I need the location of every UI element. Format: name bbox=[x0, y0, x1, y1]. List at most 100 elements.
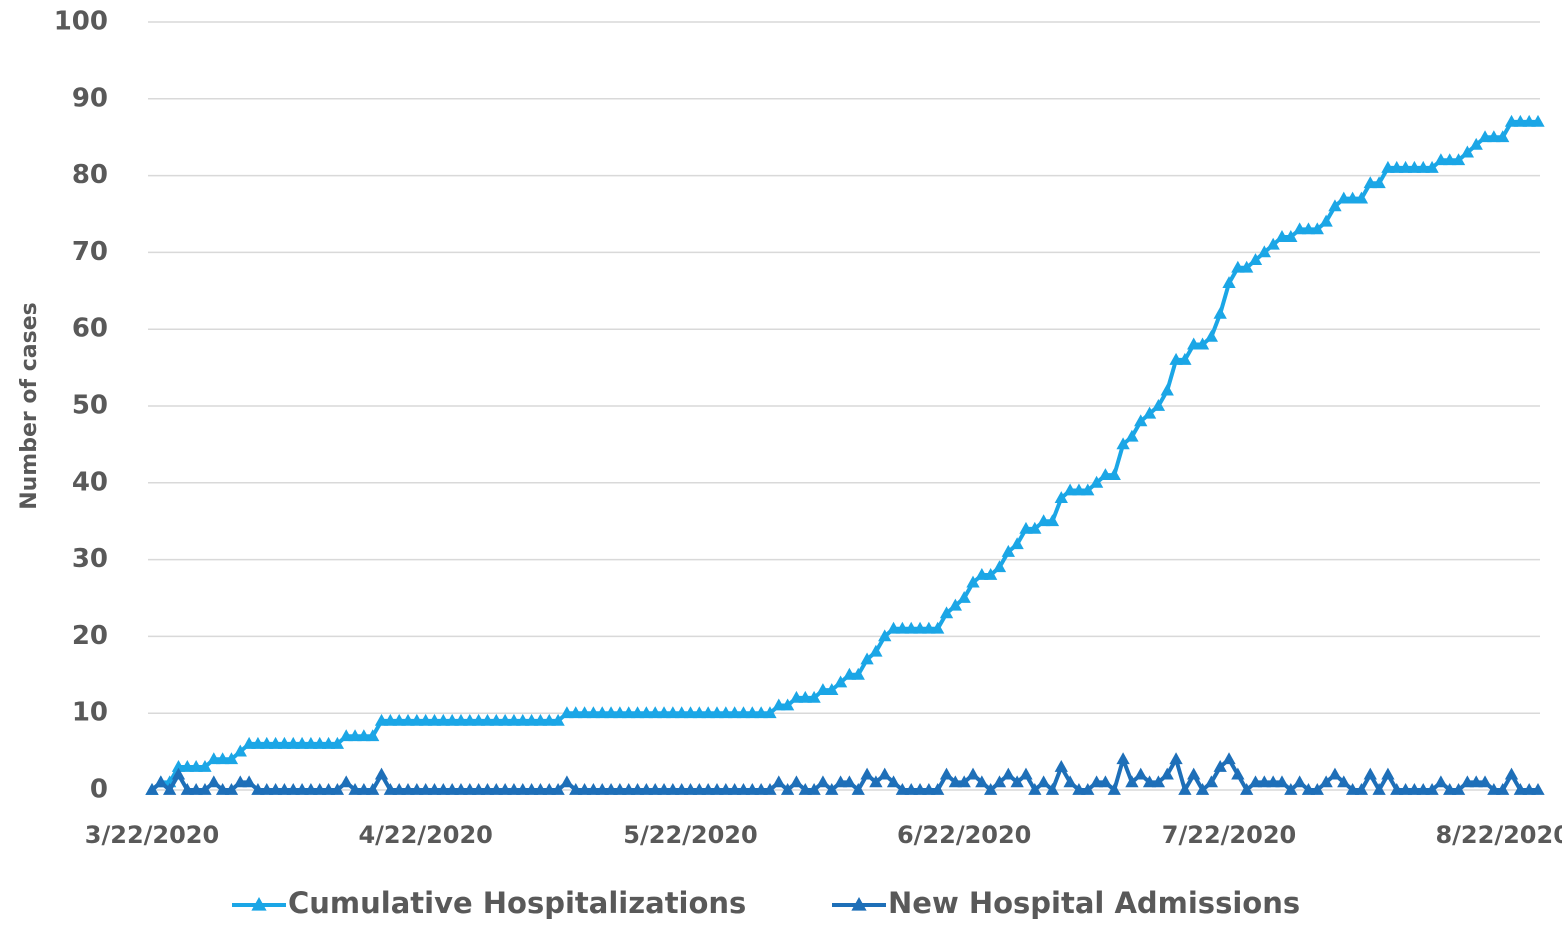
marker bbox=[1390, 160, 1404, 173]
marker bbox=[498, 713, 512, 726]
marker bbox=[683, 783, 698, 795]
marker bbox=[569, 706, 583, 719]
marker bbox=[154, 775, 168, 788]
marker bbox=[436, 783, 450, 795]
marker bbox=[463, 783, 477, 795]
marker bbox=[842, 667, 857, 680]
marker bbox=[710, 783, 724, 795]
marker bbox=[207, 775, 221, 788]
marker bbox=[251, 783, 265, 795]
marker bbox=[931, 621, 945, 634]
marker bbox=[1363, 176, 1377, 189]
y-tick-label: 70 bbox=[72, 237, 108, 267]
marker bbox=[1187, 337, 1201, 350]
marker bbox=[630, 706, 645, 719]
marker bbox=[1098, 775, 1113, 788]
marker bbox=[1072, 483, 1086, 496]
marker bbox=[1231, 767, 1245, 780]
marker bbox=[516, 783, 530, 795]
marker bbox=[622, 706, 636, 719]
marker bbox=[180, 759, 194, 772]
marker bbox=[1195, 337, 1210, 350]
y-tick-label: 100 bbox=[54, 7, 108, 37]
marker bbox=[860, 652, 874, 665]
marker bbox=[763, 706, 777, 719]
marker bbox=[798, 690, 812, 703]
marker bbox=[1187, 767, 1201, 780]
marker bbox=[1443, 153, 1457, 166]
marker bbox=[277, 783, 292, 795]
marker bbox=[772, 698, 786, 711]
marker bbox=[1372, 783, 1386, 795]
marker bbox=[1425, 160, 1439, 173]
marker bbox=[1036, 775, 1051, 788]
marker bbox=[1036, 514, 1051, 527]
marker bbox=[533, 713, 548, 726]
marker bbox=[1222, 752, 1236, 765]
marker bbox=[1310, 222, 1324, 235]
marker bbox=[392, 783, 406, 795]
marker bbox=[507, 713, 521, 726]
marker bbox=[966, 767, 980, 780]
marker bbox=[1231, 260, 1245, 273]
marker bbox=[922, 621, 936, 634]
marker bbox=[1469, 775, 1483, 788]
marker bbox=[1292, 775, 1307, 788]
marker bbox=[1284, 230, 1298, 242]
legend-item: Cumulative Hospitalizations bbox=[232, 886, 746, 920]
marker bbox=[577, 783, 592, 795]
y-tick-label: 80 bbox=[72, 160, 108, 190]
marker bbox=[816, 683, 830, 696]
marker bbox=[1328, 767, 1342, 780]
marker bbox=[789, 775, 804, 788]
marker bbox=[401, 713, 415, 726]
marker bbox=[1204, 775, 1219, 788]
marker bbox=[1248, 253, 1263, 265]
marker bbox=[948, 775, 963, 788]
marker bbox=[348, 783, 362, 795]
marker bbox=[1063, 483, 1077, 496]
marker bbox=[772, 775, 786, 788]
marker bbox=[445, 783, 459, 795]
marker bbox=[780, 783, 795, 795]
marker bbox=[524, 783, 539, 795]
marker bbox=[869, 644, 883, 657]
marker bbox=[1107, 783, 1121, 795]
marker bbox=[1151, 399, 1166, 411]
marker bbox=[330, 736, 345, 749]
marker bbox=[163, 783, 177, 795]
marker bbox=[992, 775, 1007, 788]
marker bbox=[1257, 245, 1271, 258]
marker bbox=[260, 736, 274, 749]
marker bbox=[1178, 352, 1192, 365]
marker bbox=[304, 736, 318, 749]
marker bbox=[975, 567, 989, 580]
marker bbox=[454, 713, 468, 726]
marker bbox=[604, 783, 618, 795]
marker bbox=[1160, 383, 1174, 396]
marker bbox=[692, 706, 706, 719]
marker bbox=[780, 698, 795, 711]
marker bbox=[1363, 767, 1377, 780]
marker bbox=[1240, 260, 1254, 273]
marker bbox=[1319, 775, 1333, 788]
x-tick-label: 7/22/2020 bbox=[1162, 821, 1296, 849]
marker bbox=[1116, 437, 1130, 450]
marker bbox=[613, 783, 627, 795]
marker bbox=[1134, 767, 1148, 780]
marker bbox=[701, 783, 715, 795]
marker bbox=[1354, 783, 1369, 795]
marker bbox=[1125, 775, 1139, 788]
marker bbox=[683, 706, 698, 719]
marker bbox=[1266, 775, 1280, 788]
marker bbox=[807, 690, 821, 703]
y-tick-label: 10 bbox=[72, 698, 108, 728]
marker bbox=[392, 713, 406, 726]
marker bbox=[736, 783, 751, 795]
marker bbox=[1513, 114, 1527, 127]
marker bbox=[1072, 783, 1086, 795]
legend-marker bbox=[251, 897, 267, 911]
marker bbox=[630, 783, 645, 795]
marker bbox=[622, 783, 636, 795]
